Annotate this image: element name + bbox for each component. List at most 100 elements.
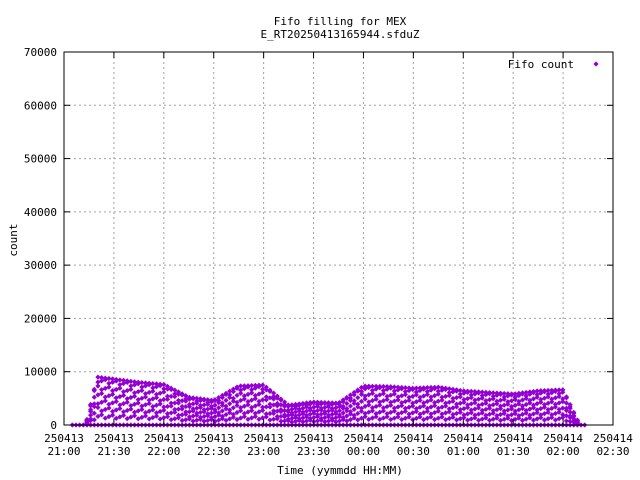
data-point xyxy=(523,416,529,422)
data-point xyxy=(351,406,357,412)
data-point xyxy=(446,409,452,415)
data-point xyxy=(545,394,551,400)
data-point xyxy=(391,388,397,394)
data-point xyxy=(120,380,127,387)
data-point xyxy=(106,375,112,382)
data-point xyxy=(227,407,233,413)
data-point xyxy=(402,408,408,414)
data-point xyxy=(391,408,397,414)
x-tick-time: 22:00 xyxy=(147,445,180,458)
data-point xyxy=(234,399,240,406)
data-point xyxy=(545,407,551,413)
data-point xyxy=(395,394,401,400)
data-point xyxy=(285,412,291,419)
data-point xyxy=(435,398,441,404)
data-point xyxy=(161,389,167,395)
data-point xyxy=(274,408,280,414)
data-point xyxy=(450,395,456,402)
data-point xyxy=(205,399,211,405)
data-point xyxy=(369,408,376,414)
data-point xyxy=(124,396,130,402)
y-tick-label: 60000 xyxy=(24,99,57,112)
data-point xyxy=(223,397,229,403)
data-point xyxy=(534,394,540,400)
data-point xyxy=(252,385,258,391)
data-point xyxy=(461,406,467,412)
data-point xyxy=(439,411,445,417)
data-point xyxy=(413,405,419,412)
data-point xyxy=(289,410,295,416)
data-point xyxy=(201,396,207,402)
data-point xyxy=(380,387,387,394)
data-point xyxy=(322,419,328,425)
data-point xyxy=(95,383,101,389)
data-point xyxy=(519,390,526,396)
data-point xyxy=(325,408,332,414)
data-point xyxy=(373,393,379,399)
data-point xyxy=(175,406,182,412)
x-tick-time: 02:30 xyxy=(596,445,629,458)
x-tick-date: 250413 xyxy=(244,432,284,445)
data-point xyxy=(194,395,200,401)
data-point xyxy=(271,390,277,396)
data-point xyxy=(252,410,258,416)
data-point xyxy=(285,402,291,408)
data-point xyxy=(435,384,441,390)
data-point xyxy=(523,393,529,399)
data-point xyxy=(150,388,156,394)
data-point xyxy=(175,389,182,395)
data-point xyxy=(347,416,354,423)
data-point xyxy=(428,397,434,403)
data-point xyxy=(252,413,258,420)
data-point xyxy=(271,416,277,422)
data-point xyxy=(527,415,533,421)
data-point xyxy=(201,407,207,413)
data-point xyxy=(175,415,182,421)
data-point xyxy=(464,388,471,394)
data-point xyxy=(432,402,438,409)
data-point xyxy=(179,391,185,397)
data-point xyxy=(124,407,130,414)
data-point xyxy=(432,384,438,390)
data-point xyxy=(391,415,397,421)
data-point xyxy=(91,386,97,392)
data-point xyxy=(120,409,127,415)
data-point xyxy=(256,382,262,388)
x-tick-time: 01:00 xyxy=(447,445,480,458)
data-point xyxy=(281,399,288,405)
data-point xyxy=(358,391,365,398)
data-point xyxy=(150,396,156,402)
data-point xyxy=(106,384,112,390)
data-point xyxy=(538,405,544,412)
data-point xyxy=(497,403,504,409)
data-point xyxy=(161,415,167,421)
data-point xyxy=(333,419,339,425)
data-point xyxy=(135,408,141,414)
data-point xyxy=(406,394,412,401)
data-point xyxy=(102,375,108,381)
data-point xyxy=(307,399,313,406)
data-point xyxy=(454,401,460,407)
data-point xyxy=(362,403,368,409)
data-point xyxy=(322,399,328,406)
data-point xyxy=(131,382,138,388)
data-point xyxy=(318,415,324,421)
data-point xyxy=(549,405,555,411)
data-point xyxy=(230,405,236,411)
data-point xyxy=(457,416,463,422)
data-point xyxy=(446,392,452,399)
data-point xyxy=(501,408,507,414)
data-point xyxy=(377,383,383,390)
data-point xyxy=(153,384,160,390)
data-point xyxy=(263,404,269,410)
data-point xyxy=(439,397,445,403)
data-point xyxy=(234,402,240,409)
data-point xyxy=(106,401,112,407)
data-point xyxy=(88,401,94,408)
x-tick-time: 23:30 xyxy=(297,445,330,458)
y-tick-label: 20000 xyxy=(24,312,57,325)
data-point xyxy=(505,413,511,419)
x-tick-time: 00:30 xyxy=(397,445,430,458)
data-point xyxy=(347,403,354,409)
data-point xyxy=(340,397,346,403)
